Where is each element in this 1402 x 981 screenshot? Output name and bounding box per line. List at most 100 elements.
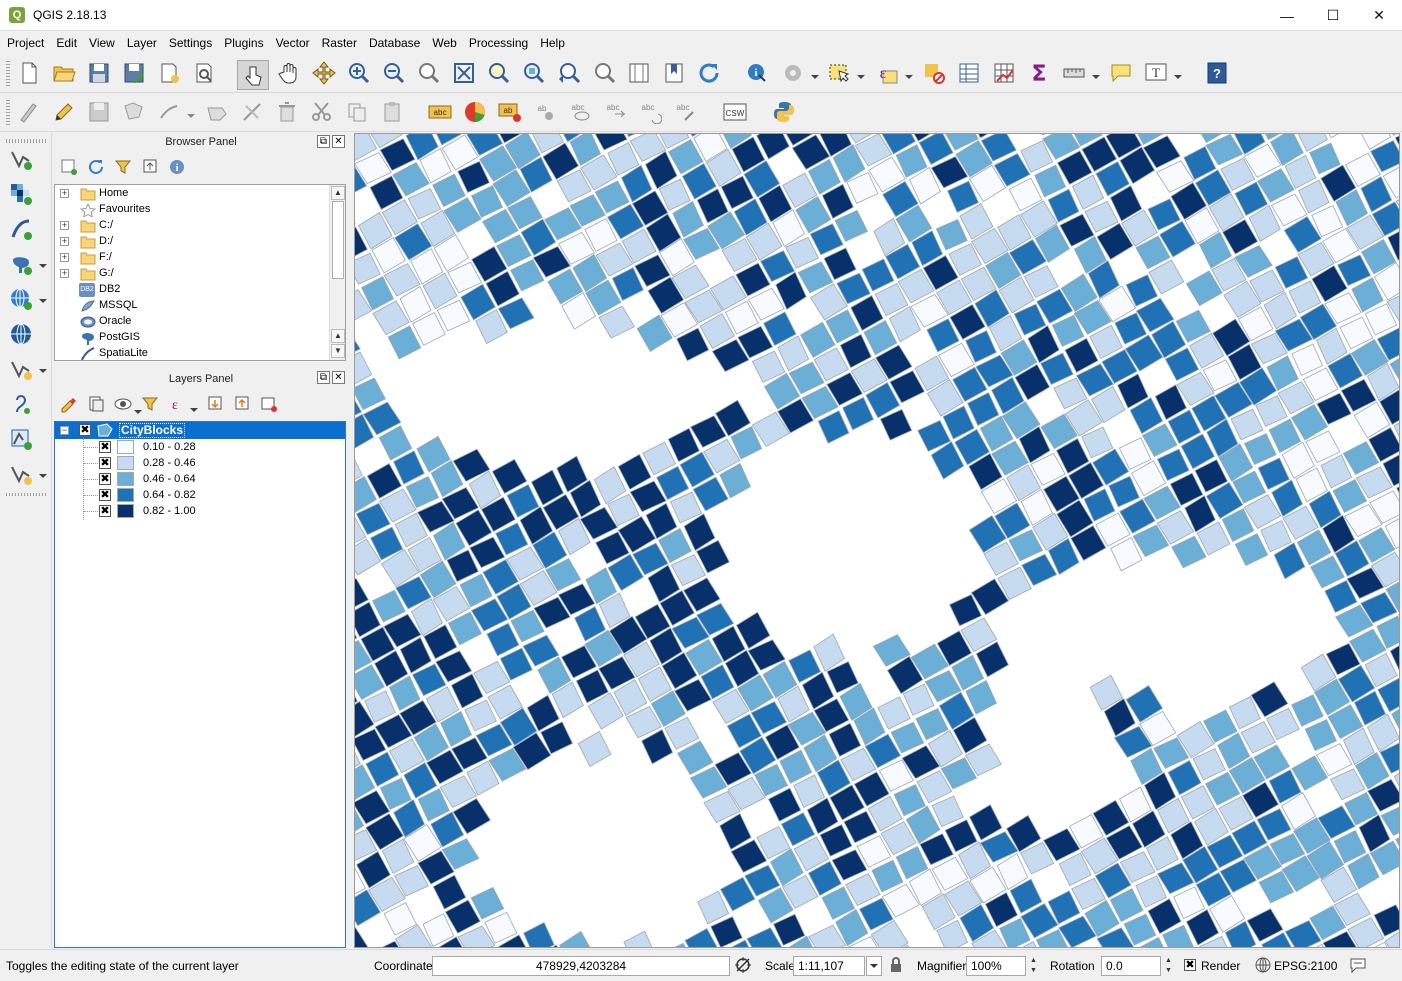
map-canvas[interactable] — [354, 133, 1400, 948]
annotation-dropdown-chevron-down-icon[interactable] — [1174, 70, 1182, 79]
scroll-up-icon[interactable]: ▲ — [331, 329, 345, 343]
add-selected-layers-icon[interactable] — [58, 156, 80, 178]
new-layer-dropdown-chevron-down-icon[interactable] — [39, 364, 47, 373]
enable-properties-icon[interactable]: i — [166, 156, 188, 178]
themes-dropdown-chevron-down-icon[interactable] — [134, 405, 142, 414]
spin-down-icon[interactable]: ▼ — [1165, 967, 1172, 974]
highlight-pinned-labels-icon[interactable]: ab — [497, 99, 523, 125]
open-project-icon[interactable] — [51, 60, 77, 86]
menu-layer[interactable]: Layer — [126, 36, 157, 50]
layer-visibility-checkbox[interactable]: ✖ — [79, 424, 91, 436]
new-print-composer-icon[interactable] — [156, 60, 182, 86]
zoom-to-selection-icon[interactable] — [486, 60, 512, 86]
close-panel-icon[interactable]: ✕ — [332, 371, 345, 384]
identify-features-icon[interactable]: i — [744, 60, 770, 86]
scale-dropdown-chevron-down-icon[interactable] — [866, 956, 882, 976]
menu-settings[interactable]: Settings — [168, 36, 213, 50]
new-bookmark-icon[interactable] — [661, 60, 687, 86]
zoom-next-icon[interactable] — [591, 60, 617, 86]
postgis-dropdown-chevron-down-icon[interactable] — [39, 259, 47, 268]
legend-class-1[interactable]: ✖ 0.10 - 0.28 — [55, 438, 345, 520]
add-postgis-layer-icon[interactable] — [8, 251, 34, 277]
trash-icon[interactable] — [274, 99, 300, 125]
zoom-full-icon[interactable] — [451, 60, 477, 86]
refresh-browser-icon[interactable] — [85, 156, 107, 178]
open-attribute-table-icon[interactable] — [956, 60, 982, 86]
zoom-last-icon[interactable] — [556, 60, 582, 86]
legend-class-checkbox[interactable]: ✖ — [99, 457, 111, 469]
toolbar-grip[interactable] — [6, 61, 10, 87]
cut-features-icon[interactable] — [309, 99, 335, 125]
pan-to-selection-icon[interactable] — [311, 60, 337, 86]
legend-class-4[interactable]: ✖ 0.64 - 0.82 — [55, 487, 345, 503]
expression-filter-chevron-down-icon[interactable] — [190, 403, 198, 412]
menu-database[interactable]: Database — [368, 36, 421, 50]
scale-combobox[interactable]: 1:11,107 — [793, 956, 865, 976]
csw-metasearch-icon[interactable]: CSW — [722, 99, 748, 125]
menu-processing[interactable]: Processing — [468, 36, 529, 50]
move-dropdown-chevron-down-icon[interactable] — [187, 109, 195, 118]
pin-labels-icon[interactable]: ab — [532, 99, 558, 125]
menu-edit[interactable]: Edit — [56, 36, 78, 50]
node-tool-icon[interactable] — [204, 99, 230, 125]
toolbar-grip[interactable] — [6, 493, 46, 496]
legend-class-checkbox[interactable]: ✖ — [99, 505, 111, 517]
deselect-features-icon[interactable] — [921, 60, 947, 86]
float-panel-icon[interactable]: ⧉ — [317, 135, 330, 148]
expand-icon[interactable]: + — [60, 268, 69, 278]
rotation-spinner[interactable]: ▲ ▼ — [1163, 956, 1174, 976]
spin-down-icon[interactable]: ▼ — [1030, 967, 1037, 974]
select-features-icon[interactable] — [826, 60, 852, 86]
lock-scale-icon[interactable] — [887, 956, 905, 974]
menu-web[interactable]: Web — [432, 36, 457, 50]
move-label-icon[interactable]: abc — [602, 99, 628, 125]
field-calculator-icon[interactable] — [991, 60, 1017, 86]
spin-up-icon[interactable]: ▲ — [1030, 957, 1037, 964]
close-button[interactable]: ✕ — [1373, 7, 1385, 23]
collapse-all-layers-icon[interactable] — [231, 393, 253, 415]
add-spatialite-layer-icon[interactable] — [8, 216, 34, 242]
composer-manager-icon[interactable] — [191, 60, 217, 86]
save-as-icon[interactable] — [121, 60, 147, 86]
refresh-icon[interactable] — [696, 60, 722, 86]
change-label-icon[interactable]: abc — [672, 99, 698, 125]
select-dropdown-chevron-down-icon[interactable] — [857, 70, 865, 79]
toggle-editing-icon[interactable] — [51, 99, 77, 125]
legend-class-2[interactable]: ✖ 0.28 - 0.46 — [55, 455, 345, 471]
expand-icon[interactable]: + — [60, 188, 69, 198]
python-console-icon[interactable] — [771, 99, 797, 125]
crs-globe-icon[interactable] — [1254, 956, 1272, 974]
zoom-out-icon[interactable] — [381, 60, 407, 86]
mssql-dropdown-chevron-down-icon[interactable] — [39, 469, 47, 478]
filter-legend-icon[interactable] — [139, 393, 161, 415]
statistical-summary-icon[interactable]: Σ — [1026, 60, 1052, 86]
render-checkbox[interactable]: ✖ — [1184, 959, 1196, 971]
add-wms-layer-icon[interactable] — [8, 286, 34, 312]
add-raster-layer-icon[interactable] — [8, 181, 34, 207]
new-project-icon[interactable] — [16, 60, 42, 86]
menu-plugins[interactable]: Plugins — [224, 36, 264, 50]
add-vector-layer-icon[interactable] — [8, 146, 34, 172]
layer-item-cityblocks[interactable]: − ✖ CityBlocks — [55, 422, 345, 439]
wms-dropdown-chevron-down-icon[interactable] — [39, 294, 47, 303]
expand-all-icon[interactable] — [204, 393, 226, 415]
touch-zoom-pan-icon[interactable] — [237, 60, 269, 90]
toolbar-grip[interactable] — [6, 139, 46, 143]
rotation-field[interactable]: 0.0 — [1101, 956, 1161, 976]
expression-dropdown-chevron-down-icon[interactable] — [905, 70, 913, 79]
expand-icon[interactable]: + — [60, 236, 69, 246]
menu-view[interactable]: View — [89, 36, 115, 50]
select-by-expression-icon[interactable]: ε — [874, 60, 900, 86]
diagram-options-icon[interactable] — [462, 99, 488, 125]
spin-up-icon[interactable]: ▲ — [1165, 957, 1172, 964]
legend-class-checkbox[interactable]: ✖ — [99, 441, 111, 453]
copy-features-icon[interactable] — [344, 99, 370, 125]
text-annotation-icon[interactable]: T — [1143, 60, 1169, 86]
maximize-button[interactable]: ☐ — [1326, 7, 1340, 23]
crs-label[interactable]: EPSG:2100 — [1274, 959, 1338, 973]
zoom-in-icon[interactable] — [346, 60, 372, 86]
add-feature-icon[interactable] — [121, 99, 147, 125]
help-contents-icon[interactable]: ? — [1204, 60, 1230, 86]
add-wfs-layer-icon[interactable] — [8, 321, 34, 347]
add-group-icon[interactable] — [85, 393, 107, 415]
